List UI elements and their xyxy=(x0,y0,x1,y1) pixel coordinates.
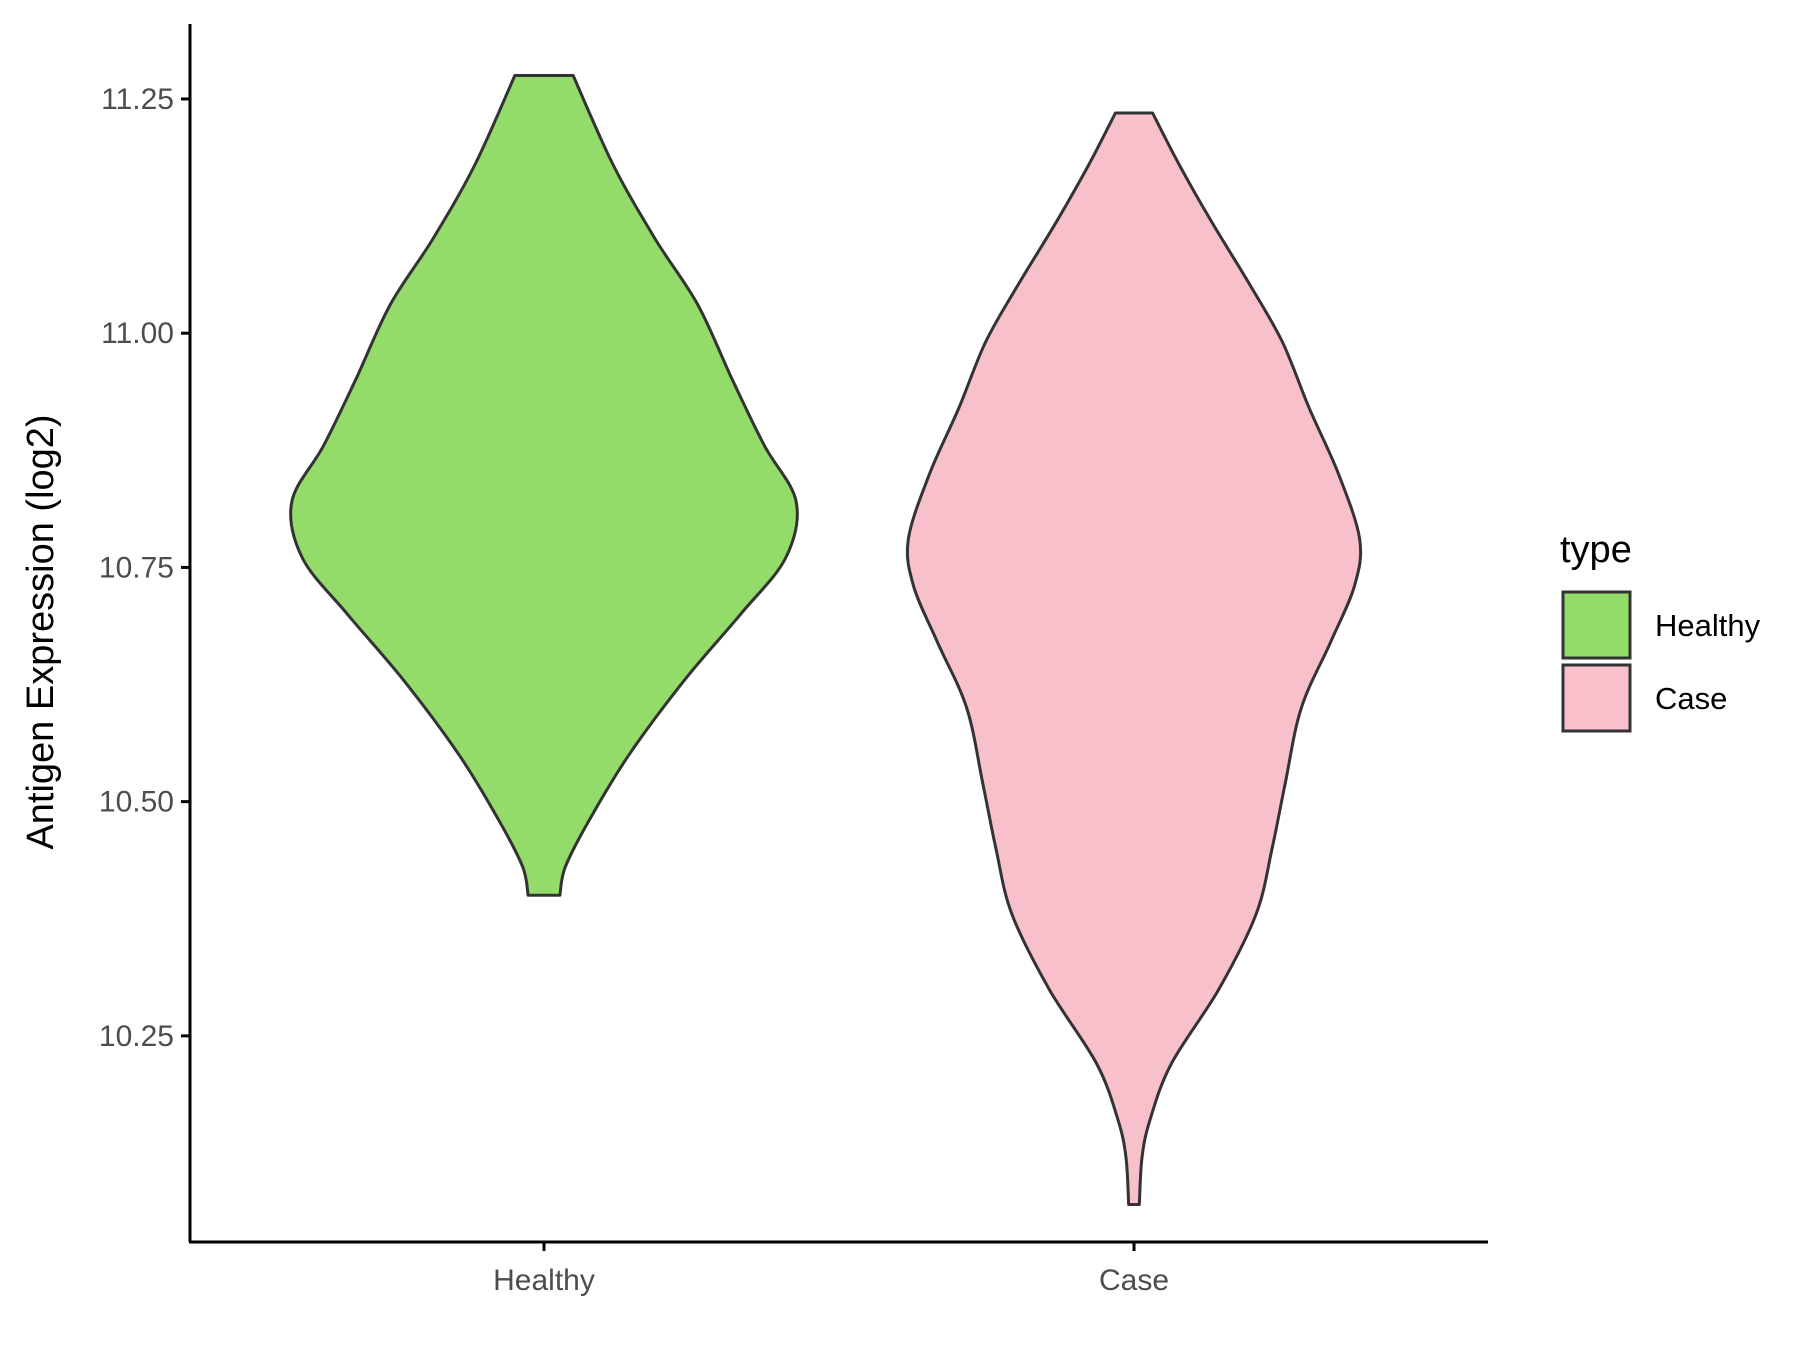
x-tick-label: Healthy xyxy=(493,1264,595,1297)
legend-label-case: Case xyxy=(1655,681,1727,716)
y-tick-label: 10.25 xyxy=(99,1020,174,1053)
violins xyxy=(289,74,1363,1206)
y-ticks: 10.25 10.50 10.75 11.00 11.25 xyxy=(99,83,190,1053)
legend-swatch-healthy xyxy=(1561,590,1632,660)
legend-label-healthy: Healthy xyxy=(1655,608,1761,643)
y-tick-label: 10.50 xyxy=(99,786,174,819)
x-tick-label: Case xyxy=(1099,1264,1169,1297)
y-tick-label: 10.75 xyxy=(99,551,174,584)
y-tick-label: 11.25 xyxy=(101,83,174,116)
legend-title: type xyxy=(1560,529,1632,571)
y-tick-label: 11.00 xyxy=(101,317,174,350)
legend-swatch-case xyxy=(1561,663,1632,733)
y-axis-title: Antigen Expression (log2) xyxy=(20,414,62,849)
legend: type Healthy Case xyxy=(1560,529,1761,733)
violin-healthy xyxy=(289,74,799,897)
x-ticks: Healthy Case xyxy=(493,1242,1169,1297)
violin-case xyxy=(905,111,1363,1206)
